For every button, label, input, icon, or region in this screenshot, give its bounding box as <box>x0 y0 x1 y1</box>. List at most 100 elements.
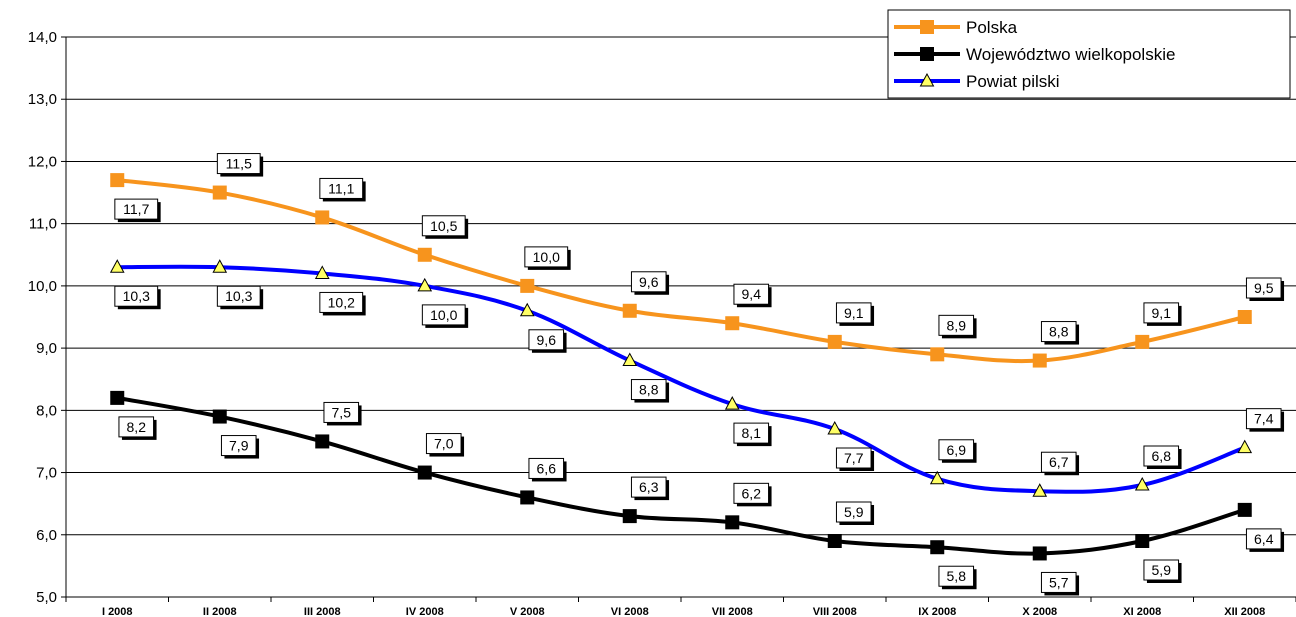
data-label-box <box>216 285 261 307</box>
data-label: 6,7 <box>1040 451 1080 476</box>
data-label-text: 7,7 <box>844 450 864 466</box>
data-label-text: 11,1 <box>328 180 354 196</box>
data-point <box>1135 334 1150 349</box>
y-tick-label: 11,0 <box>29 216 57 233</box>
data-label-text: 10,2 <box>328 294 355 310</box>
legend-label: Polska <box>966 18 1018 37</box>
y-tick-label: 12,0 <box>28 153 57 170</box>
y-tick-label: 5,0 <box>36 589 57 606</box>
data-point <box>520 490 535 505</box>
data-label-text: 8,9 <box>947 317 967 333</box>
data-point <box>1032 483 1048 497</box>
data-label: 10,2 <box>319 291 366 316</box>
data-label-text: 6,2 <box>742 485 762 501</box>
data-label: 8,8 <box>630 379 670 403</box>
data-label-box <box>1143 302 1180 324</box>
data-point <box>1237 310 1252 324</box>
data-point <box>110 390 125 405</box>
data-point <box>109 259 125 273</box>
legend-label: Powiat pilski <box>966 72 1060 91</box>
data-label-text: 9,5 <box>1254 280 1274 296</box>
data-label-text: 9,6 <box>639 274 659 290</box>
y-tick-label: 8,0 <box>36 402 57 419</box>
y-tick-label: 9,0 <box>36 340 57 357</box>
data-label: 5,8 <box>938 565 977 590</box>
data-point <box>417 247 432 262</box>
data-label-text: 9,4 <box>742 286 762 302</box>
data-point <box>1032 546 1047 561</box>
data-labels: 11,7 11,5 11,1 10,5 10,0 9,6 9,4 9,1 8,9 8,8 9,1 9,… <box>114 153 1285 596</box>
data-label-box <box>425 433 462 455</box>
y-tick-label: 13,0 <box>28 91 57 108</box>
data-label-box <box>1040 321 1077 343</box>
data-label: 9,6 <box>630 271 670 295</box>
data-point <box>212 409 227 424</box>
data-label: 11,5 <box>216 153 264 177</box>
data-point <box>1032 353 1047 368</box>
data-label-box <box>528 329 565 351</box>
data-label-box <box>835 447 872 469</box>
data-label-text: 8,1 <box>742 425 762 441</box>
data-label-text: 7,9 <box>229 438 249 454</box>
x-tick-label: IV 2008 <box>406 606 444 617</box>
data-label: 9,1 <box>835 302 875 326</box>
legend-item: Polska <box>894 18 1018 37</box>
data-point <box>519 302 535 317</box>
data-label: 9,4 <box>733 283 772 308</box>
data-label-text: 7,0 <box>434 436 454 452</box>
data-point <box>622 303 637 318</box>
data-label-box <box>1040 451 1077 473</box>
data-label-box <box>114 198 159 220</box>
data-point <box>212 259 228 273</box>
data-point <box>314 265 330 279</box>
data-label: 8,1 <box>733 422 772 447</box>
data-label: 9,6 <box>528 329 567 353</box>
x-tick-label: I 2008 <box>102 606 133 617</box>
data-label-box <box>630 271 667 293</box>
data-point <box>212 185 227 200</box>
y-tick-label: 10,0 <box>28 278 57 295</box>
data-label-text: 7,5 <box>332 404 352 420</box>
legend: Polska Województwo wielkopolskie Powiat pi… <box>887 9 1291 99</box>
y-tick-label: 7,0 <box>36 465 57 482</box>
data-label-box <box>938 314 975 336</box>
y-tick-label: 14,0 <box>28 29 57 46</box>
data-label-box <box>1245 528 1282 550</box>
data-label-box <box>938 565 975 587</box>
data-label-text: 10,3 <box>123 288 150 304</box>
data-point <box>520 278 535 293</box>
series-line <box>115 395 1247 556</box>
data-label: 5,9 <box>1143 559 1182 583</box>
data-label: 6,8 <box>1143 445 1182 469</box>
x-tick-label: VII 2008 <box>712 606 753 617</box>
data-point <box>622 509 637 524</box>
x-tick-label: XII 2008 <box>1224 606 1265 617</box>
data-label-box <box>114 285 159 307</box>
x-axis: I 2008 II 2008 III 2008 IV 2008 V 2008 VI 200… <box>65 597 1296 617</box>
data-label-text: 5,9 <box>1152 562 1172 578</box>
data-label: 10,3 <box>216 285 264 310</box>
data-label: 6,2 <box>733 482 772 507</box>
data-label-box <box>319 177 364 199</box>
data-point <box>827 420 843 435</box>
data-label-box <box>216 153 261 175</box>
data-label-box <box>1143 559 1180 581</box>
x-tick-label: V 2008 <box>510 606 545 617</box>
data-label-text: 5,9 <box>844 504 864 520</box>
data-label-box <box>1245 277 1282 299</box>
data-label-box <box>938 439 975 461</box>
data-point <box>110 173 125 188</box>
data-label-box <box>630 476 667 498</box>
data-label: 9,1 <box>1143 302 1182 326</box>
data-label-text: 6,7 <box>1049 454 1069 470</box>
data-label-text: 7,4 <box>1254 411 1274 427</box>
data-point <box>827 334 842 349</box>
data-label-box <box>319 291 364 313</box>
data-point <box>930 540 945 555</box>
data-label-text: 11,7 <box>123 201 149 217</box>
data-label-text: 8,8 <box>639 382 659 398</box>
data-label: 8,8 <box>1040 321 1080 345</box>
data-label-text: 9,6 <box>537 332 557 348</box>
data-label-box <box>220 435 257 457</box>
